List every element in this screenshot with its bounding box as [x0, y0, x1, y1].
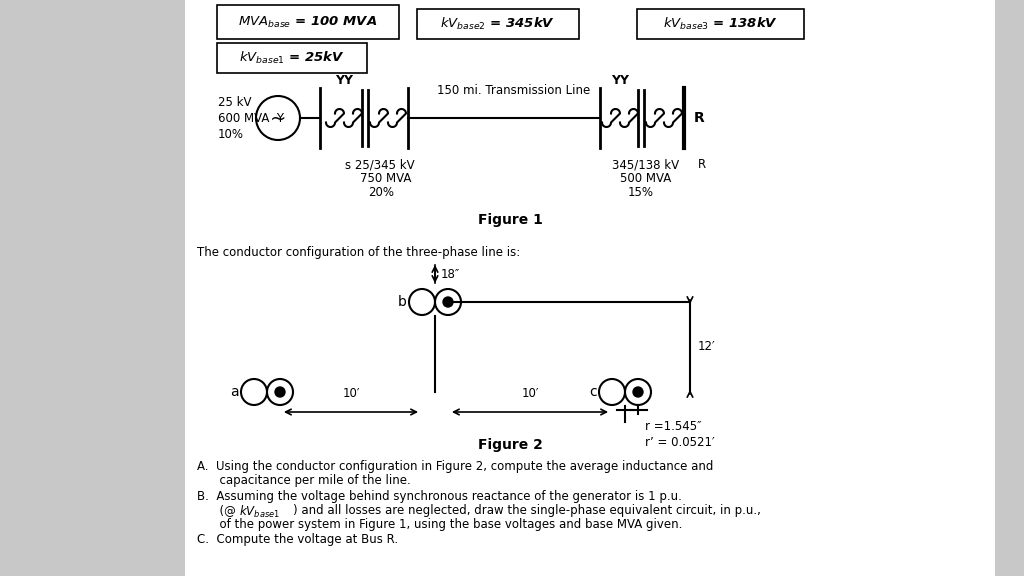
Circle shape [443, 297, 453, 307]
Text: $kV_{base1}$: $kV_{base1}$ [239, 504, 280, 520]
Text: 150 mi. Transmission Line: 150 mi. Transmission Line [437, 84, 591, 97]
Text: $kV_{base3}$ = 138kV: $kV_{base3}$ = 138kV [663, 16, 778, 32]
Text: B.  Assuming the voltage behind synchronous reactance of the generator is 1 p.u.: B. Assuming the voltage behind synchrono… [197, 490, 682, 503]
Text: YY: YY [611, 74, 629, 86]
Text: a: a [230, 385, 239, 399]
Text: R: R [694, 111, 705, 125]
FancyBboxPatch shape [637, 9, 804, 39]
Text: Figure 1: Figure 1 [477, 213, 543, 227]
Text: A.  Using the conductor configuration in Figure 2, compute the average inductanc: A. Using the conductor configuration in … [197, 460, 714, 473]
Text: 25 kV: 25 kV [218, 96, 252, 108]
Text: s 25/345 kV: s 25/345 kV [345, 158, 415, 171]
Text: 750 MVA: 750 MVA [360, 172, 412, 185]
FancyBboxPatch shape [185, 0, 995, 576]
Text: Figure 2: Figure 2 [477, 438, 543, 452]
Text: 345/138 kV: 345/138 kV [612, 158, 679, 171]
Text: (@: (@ [197, 504, 236, 517]
Circle shape [633, 387, 643, 397]
Text: 600 MVA  Y: 600 MVA Y [218, 112, 284, 124]
Text: 12′: 12′ [698, 340, 716, 354]
Text: 10′: 10′ [521, 387, 539, 400]
Circle shape [275, 387, 285, 397]
Text: C.  Compute the voltage at Bus R.: C. Compute the voltage at Bus R. [197, 533, 398, 546]
FancyBboxPatch shape [217, 43, 367, 73]
Text: R: R [698, 158, 707, 171]
Text: YY: YY [335, 74, 353, 86]
Text: r’ = 0.0521′: r’ = 0.0521′ [645, 436, 715, 449]
Text: 15%: 15% [628, 186, 654, 199]
Text: 20%: 20% [368, 186, 394, 199]
Text: 18″: 18″ [441, 267, 460, 281]
Text: of the power system in Figure 1, using the base voltages and base MVA given.: of the power system in Figure 1, using t… [197, 518, 682, 531]
Text: 10′: 10′ [342, 387, 359, 400]
FancyBboxPatch shape [217, 5, 399, 39]
Text: c: c [590, 385, 597, 399]
Text: ~: ~ [269, 109, 286, 128]
Text: b: b [398, 295, 407, 309]
Text: capacitance per mile of the line.: capacitance per mile of the line. [197, 474, 411, 487]
Text: $kV_{base2}$ = 345kV: $kV_{base2}$ = 345kV [440, 16, 555, 32]
FancyBboxPatch shape [417, 9, 579, 39]
Text: r =1.545″: r =1.545″ [645, 420, 701, 433]
Text: 10%: 10% [218, 127, 244, 141]
Text: $MVA_{base}$ = 100 MVA: $MVA_{base}$ = 100 MVA [239, 14, 378, 29]
Text: The conductor configuration of the three-phase line is:: The conductor configuration of the three… [197, 246, 520, 259]
Text: $kV_{base1}$ = 25kV: $kV_{base1}$ = 25kV [239, 50, 345, 66]
Text: 500 MVA: 500 MVA [620, 172, 672, 185]
Text: ) and all losses are neglected, draw the single-phase equivalent circuit, in p.u: ) and all losses are neglected, draw the… [293, 504, 761, 517]
